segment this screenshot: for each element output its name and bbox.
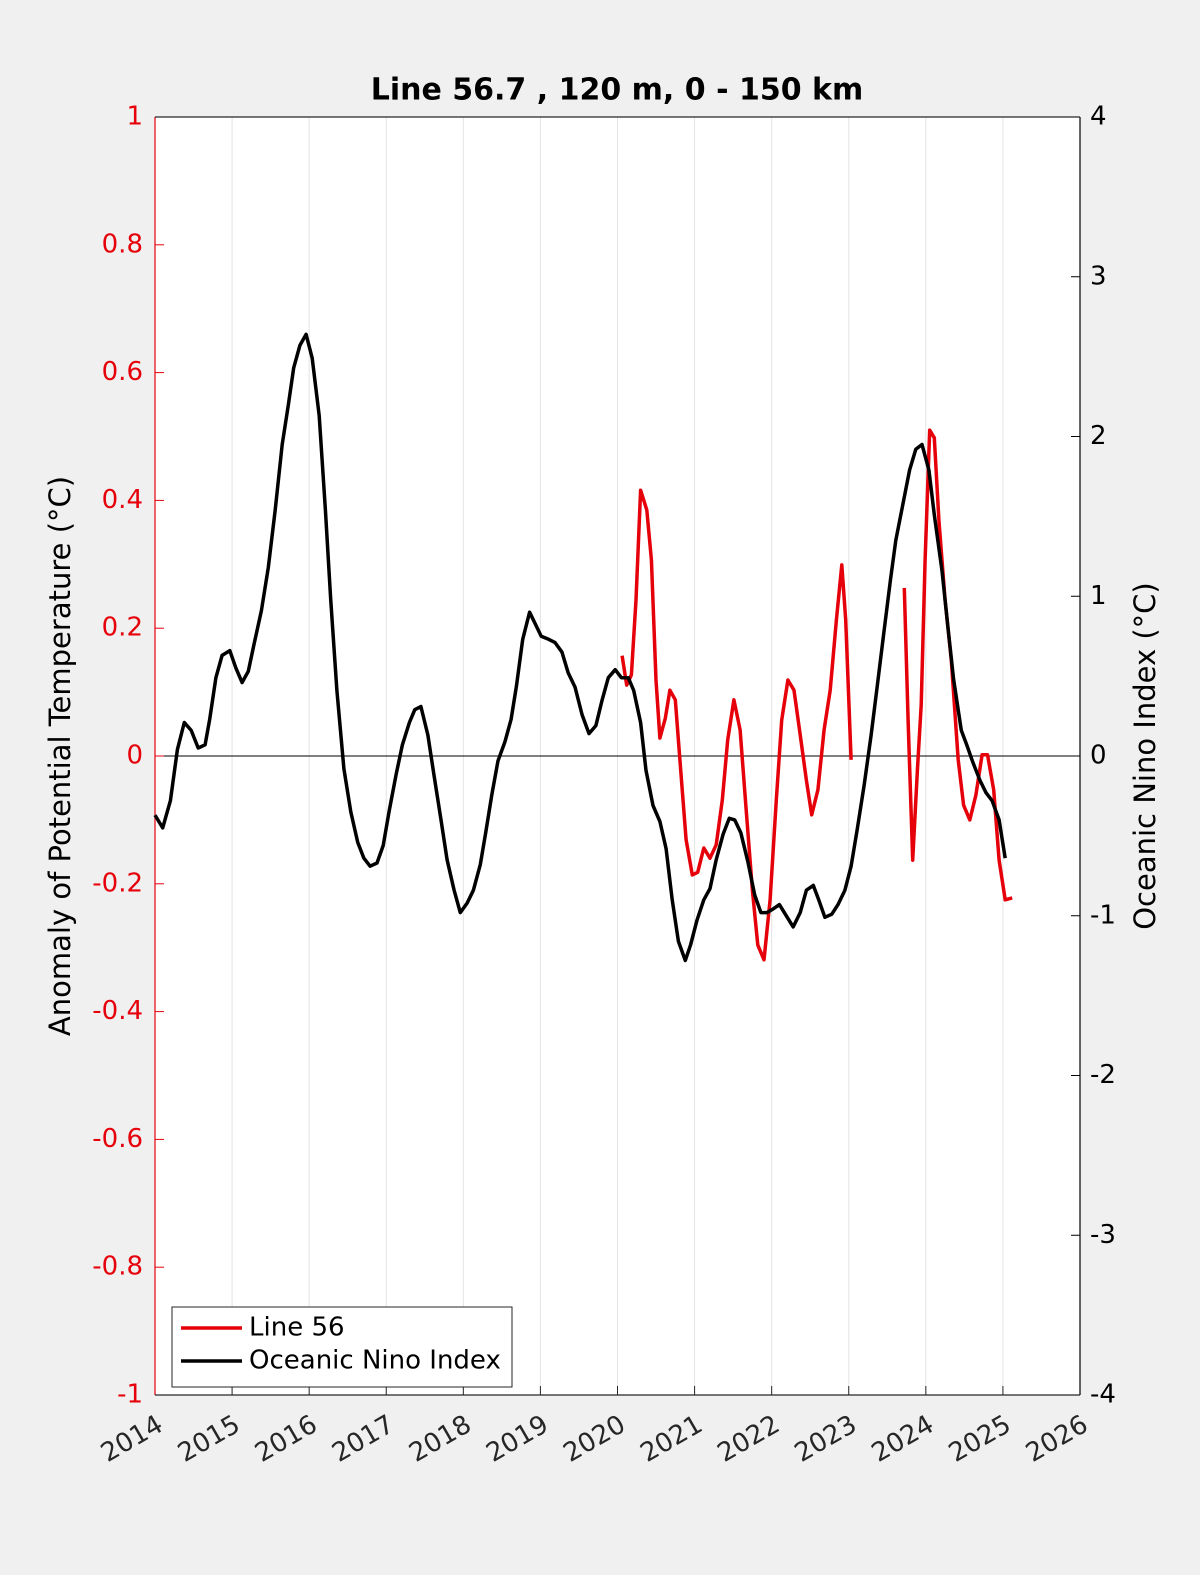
y2-tick-label: 3 <box>1090 261 1107 291</box>
y2-tick-label: -4 <box>1090 1380 1116 1410</box>
y-tick-label: -0.2 <box>92 868 143 898</box>
y2-tick-label: -3 <box>1090 1220 1116 1250</box>
y-tick-label: -0.8 <box>92 1252 143 1282</box>
y-tick-label: 1 <box>126 102 143 132</box>
y2-tick-label: 2 <box>1090 421 1107 451</box>
y2-tick-label: 1 <box>1090 581 1107 611</box>
y2-axis-label: Oceanic Nino Index (°C) <box>1128 582 1162 930</box>
y-tick-label: 0.8 <box>102 229 143 259</box>
chart-title: Line 56.7 , 120 m, 0 - 150 km <box>371 73 864 108</box>
y-tick-label: -1 <box>117 1380 143 1410</box>
legend-label: Oceanic Nino Index <box>249 1346 501 1376</box>
y2-tick-label: -2 <box>1090 1060 1116 1090</box>
y-axis-label: Anomaly of Potential Temperature (°C) <box>43 476 77 1036</box>
y-tick-label: 0 <box>126 741 143 771</box>
y2-tick-label: 0 <box>1090 741 1107 771</box>
y-tick-label: 0.4 <box>102 485 143 515</box>
y-tick-label: -0.4 <box>92 996 143 1026</box>
y-tick-label: 0.6 <box>102 357 143 387</box>
legend-label: Line 56 <box>249 1313 345 1343</box>
legend-box <box>171 1306 513 1388</box>
y2-tick-label: -1 <box>1090 900 1116 930</box>
y-tick-label: 0.2 <box>102 613 143 643</box>
series-line <box>153 332 1007 963</box>
y2-tick-label: 4 <box>1090 102 1107 132</box>
y-tick-label: -0.6 <box>92 1124 143 1154</box>
